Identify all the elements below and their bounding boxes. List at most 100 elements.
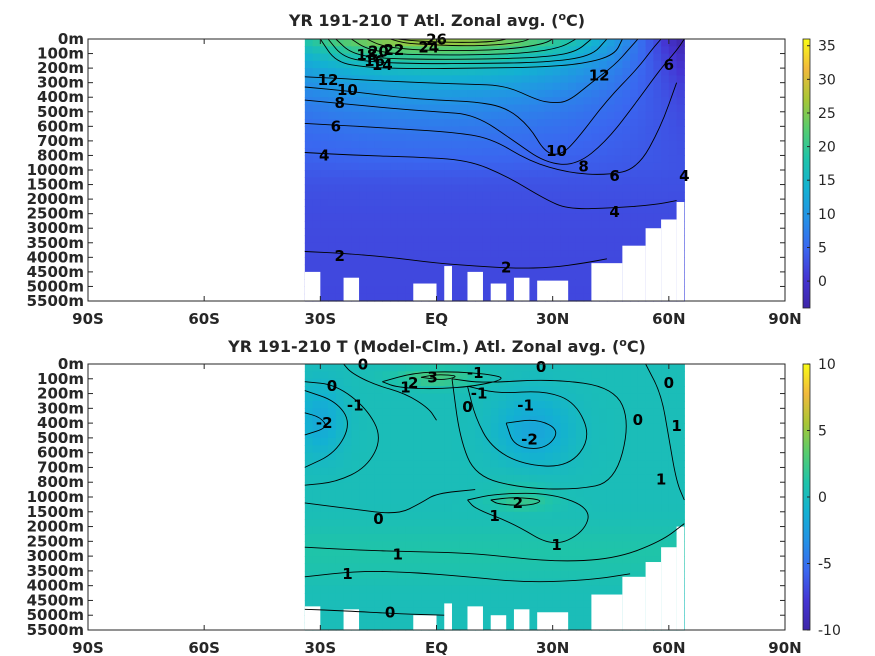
heatmap-cell xyxy=(490,133,500,142)
heatmap-cell xyxy=(622,206,631,215)
heatmap-cell xyxy=(498,242,507,251)
heatmap-cell xyxy=(421,445,430,454)
heatmap-cell xyxy=(467,60,476,69)
heatmap-cell xyxy=(436,279,445,288)
heatmap-cell xyxy=(614,148,623,157)
heatmap-cell xyxy=(436,482,445,491)
heatmap-cell xyxy=(560,437,569,446)
heatmap-cell xyxy=(552,170,562,178)
heatmap-cell xyxy=(382,570,391,579)
heatmap-cell xyxy=(475,393,484,402)
heatmap-cell xyxy=(351,104,360,113)
heatmap-cell xyxy=(304,489,314,498)
contour-line-2 xyxy=(490,497,541,506)
heatmap-cell xyxy=(390,533,399,542)
heatmap-cell xyxy=(668,408,678,417)
heatmap-cell xyxy=(498,97,507,106)
heatmap-cell xyxy=(374,89,383,98)
heatmap-cell xyxy=(537,474,546,483)
heatmap-cell xyxy=(575,60,585,69)
heatmap-cell xyxy=(544,155,554,164)
heatmap-cell xyxy=(436,228,445,237)
heatmap-cell xyxy=(320,220,329,229)
heatmap-cell xyxy=(599,497,608,505)
heatmap-cell xyxy=(552,184,562,193)
heatmap-cell xyxy=(614,556,623,565)
heatmap-cell xyxy=(405,97,414,106)
heatmap-cell xyxy=(637,526,647,535)
heatmap-cell xyxy=(374,519,383,528)
heatmap-cell xyxy=(312,264,321,273)
heatmap-cell xyxy=(397,286,407,295)
heatmap-cell xyxy=(366,615,376,624)
heatmap-cell xyxy=(390,585,399,594)
heatmap-cell xyxy=(537,271,546,280)
contour-line-minus-2 xyxy=(304,412,326,436)
heatmap-cell xyxy=(444,445,453,454)
heatmap-cell xyxy=(421,184,430,193)
heatmap-cell xyxy=(382,60,391,69)
heatmap-cell xyxy=(482,162,492,171)
heatmap-cell xyxy=(475,257,484,266)
heatmap-cell xyxy=(560,526,569,535)
heatmap-cell xyxy=(328,148,337,157)
heatmap-cell xyxy=(459,386,469,395)
heatmap-cell xyxy=(312,250,321,258)
heatmap-cell xyxy=(490,140,500,149)
heatmap-cell xyxy=(374,497,383,505)
heatmap-cell xyxy=(359,437,368,446)
heatmap-cell xyxy=(304,104,314,113)
heatmap-cell xyxy=(622,39,631,47)
heatmap-cell xyxy=(537,593,546,602)
heatmap-cell xyxy=(560,393,569,402)
heatmap-cell xyxy=(560,378,569,387)
heatmap-cell xyxy=(467,206,476,215)
heatmap-cell xyxy=(467,423,476,432)
heatmap-cell xyxy=(390,556,399,565)
heatmap-cell xyxy=(374,39,383,47)
heatmap-cell xyxy=(637,393,647,402)
heatmap-cell xyxy=(304,393,314,402)
heatmap-cell xyxy=(343,393,352,402)
heatmap-cell xyxy=(591,46,600,55)
heatmap-cell xyxy=(475,68,484,76)
heatmap-cell xyxy=(661,437,670,446)
x-tick-label: 90S xyxy=(72,639,104,656)
heatmap-cell xyxy=(676,511,685,520)
heatmap-cell xyxy=(444,119,453,127)
heatmap-cell xyxy=(335,199,345,207)
heatmap-cell xyxy=(328,264,337,273)
heatmap-cell xyxy=(676,415,685,424)
heatmap-cell xyxy=(552,148,562,157)
heatmap-cell xyxy=(475,162,484,171)
heatmap-cell xyxy=(467,578,476,587)
heatmap-cell xyxy=(382,111,391,120)
heatmap-cell xyxy=(351,445,360,454)
y-tick-label: 3500m xyxy=(27,234,84,252)
heatmap-cell xyxy=(335,578,345,587)
heatmap-cell xyxy=(521,97,531,106)
heatmap-cell xyxy=(506,533,515,542)
heatmap-cell xyxy=(544,75,554,84)
heatmap-cell xyxy=(397,364,407,372)
heatmap-cell xyxy=(444,235,453,244)
heatmap-cell xyxy=(630,393,639,402)
heatmap-cell xyxy=(475,364,484,372)
heatmap-cell xyxy=(366,578,376,587)
heatmap-cell xyxy=(428,437,438,446)
heatmap-cell xyxy=(630,467,639,476)
contour-label: 1 xyxy=(393,546,403,564)
heatmap-cell xyxy=(482,497,492,505)
heatmap-cell xyxy=(645,474,654,483)
heatmap-cell xyxy=(390,119,399,127)
heatmap-cell xyxy=(560,400,569,409)
heatmap-cell xyxy=(544,271,554,280)
heatmap-cell xyxy=(382,119,391,127)
heatmap-cell xyxy=(560,184,569,193)
heatmap-cell xyxy=(475,206,484,215)
heatmap-cell xyxy=(599,386,608,395)
heatmap-cell xyxy=(343,104,352,113)
heatmap-cell xyxy=(661,504,670,513)
heatmap-cell xyxy=(451,206,461,215)
heatmap-cell xyxy=(560,126,569,135)
